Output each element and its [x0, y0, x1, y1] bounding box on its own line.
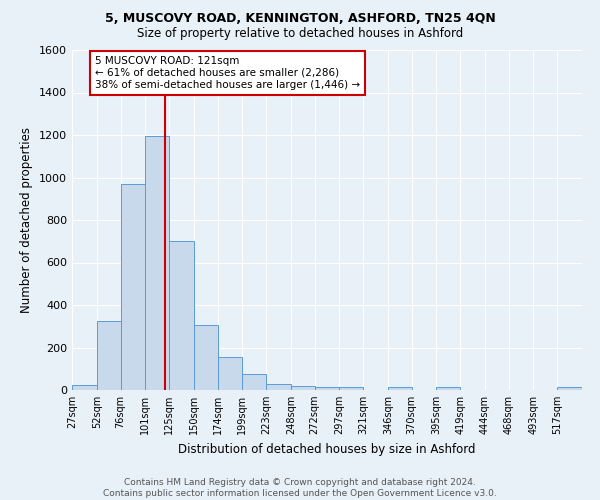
Bar: [266, 384, 291, 390]
Bar: [388, 388, 412, 390]
Bar: [340, 388, 363, 390]
Bar: [169, 242, 194, 390]
Bar: [218, 357, 242, 390]
Text: Size of property relative to detached houses in Ashford: Size of property relative to detached ho…: [137, 28, 463, 40]
Y-axis label: Number of detached properties: Number of detached properties: [20, 127, 34, 313]
Bar: [291, 386, 314, 390]
Text: 5, MUSCOVY ROAD, KENNINGTON, ASHFORD, TN25 4QN: 5, MUSCOVY ROAD, KENNINGTON, ASHFORD, TN…: [104, 12, 496, 26]
Bar: [97, 321, 121, 390]
Text: Contains HM Land Registry data © Crown copyright and database right 2024.
Contai: Contains HM Land Registry data © Crown c…: [103, 478, 497, 498]
Bar: [314, 388, 340, 390]
Bar: [145, 136, 169, 390]
Bar: [436, 388, 460, 390]
Bar: [242, 374, 266, 390]
X-axis label: Distribution of detached houses by size in Ashford: Distribution of detached houses by size …: [178, 442, 476, 456]
Bar: [72, 384, 97, 390]
Bar: [557, 388, 582, 390]
Bar: [121, 184, 145, 390]
Text: 5 MUSCOVY ROAD: 121sqm
← 61% of detached houses are smaller (2,286)
38% of semi-: 5 MUSCOVY ROAD: 121sqm ← 61% of detached…: [95, 56, 360, 90]
Bar: [194, 325, 218, 390]
